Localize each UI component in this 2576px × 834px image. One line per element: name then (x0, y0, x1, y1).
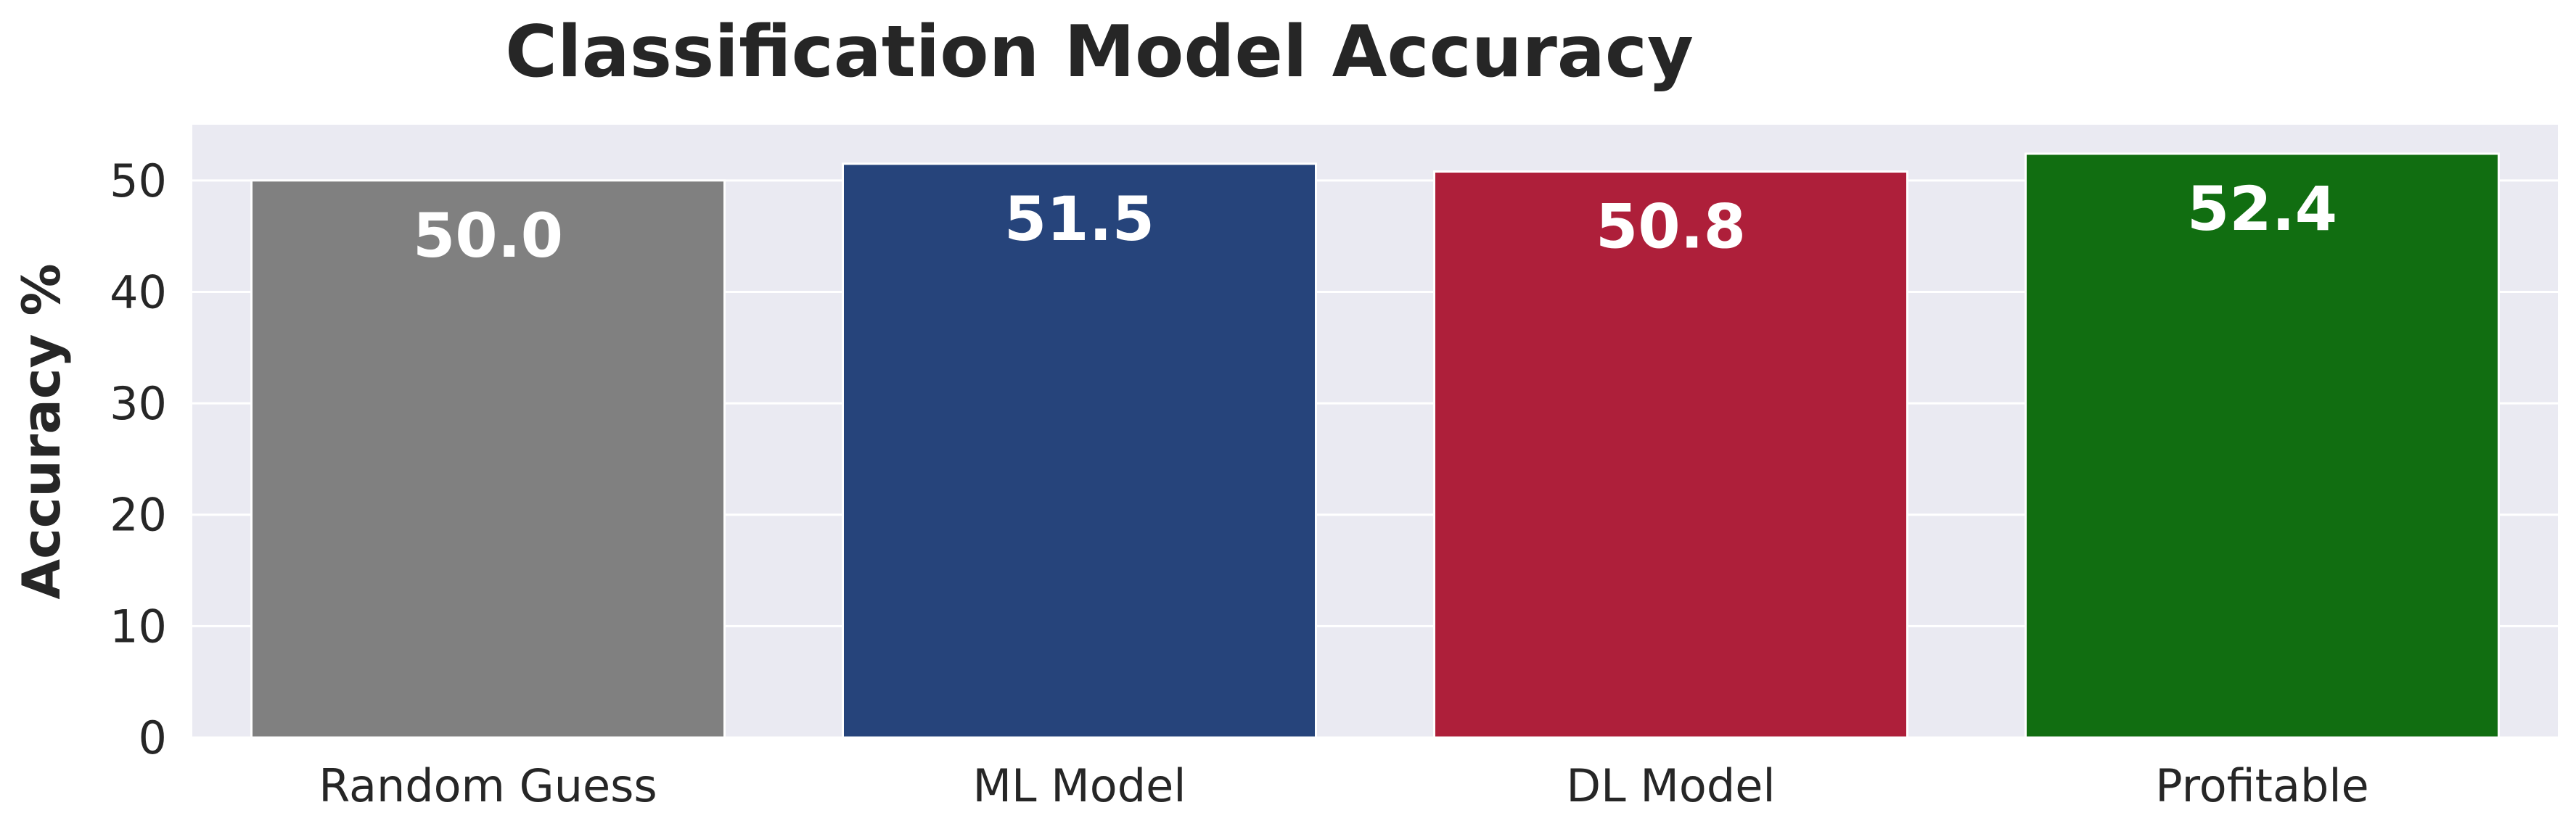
x-tick-label: Profitable (2155, 759, 2368, 812)
bar-value-label: 52.4 (2187, 173, 2337, 244)
bar-ml-model (842, 162, 1317, 739)
y-tick-label: 40 (110, 265, 167, 318)
x-axis-ticks: Random Guess ML Model DL Model Profitable (319, 759, 2368, 812)
value-labels: 50.0 51.5 50.8 52.4 (413, 173, 2337, 271)
bar-value-label: 50.8 (1596, 191, 1746, 263)
y-axis-label: Accuracy % (11, 263, 72, 599)
bars (250, 152, 2500, 739)
bar-value-label: 50.0 (413, 200, 563, 271)
bar-random-guess (250, 179, 726, 739)
bar-value-label: 51.5 (1004, 183, 1154, 255)
x-tick-label: Random Guess (319, 759, 657, 812)
x-tick-label: DL Model (1566, 759, 1775, 812)
chart-title: Classification Model Accuracy (505, 11, 1694, 94)
y-tick-label: 10 (110, 600, 167, 653)
y-tick-label: 30 (110, 377, 167, 430)
bar-dl-model (1433, 170, 1908, 739)
y-tick-label: 0 (139, 711, 167, 764)
y-tick-label: 50 (110, 154, 167, 207)
y-tick-label: 20 (110, 489, 167, 542)
bar-profitable (2025, 152, 2500, 739)
y-axis-ticks: 0 10 20 30 40 50 (110, 154, 167, 764)
x-tick-label: ML Model (973, 759, 1186, 812)
